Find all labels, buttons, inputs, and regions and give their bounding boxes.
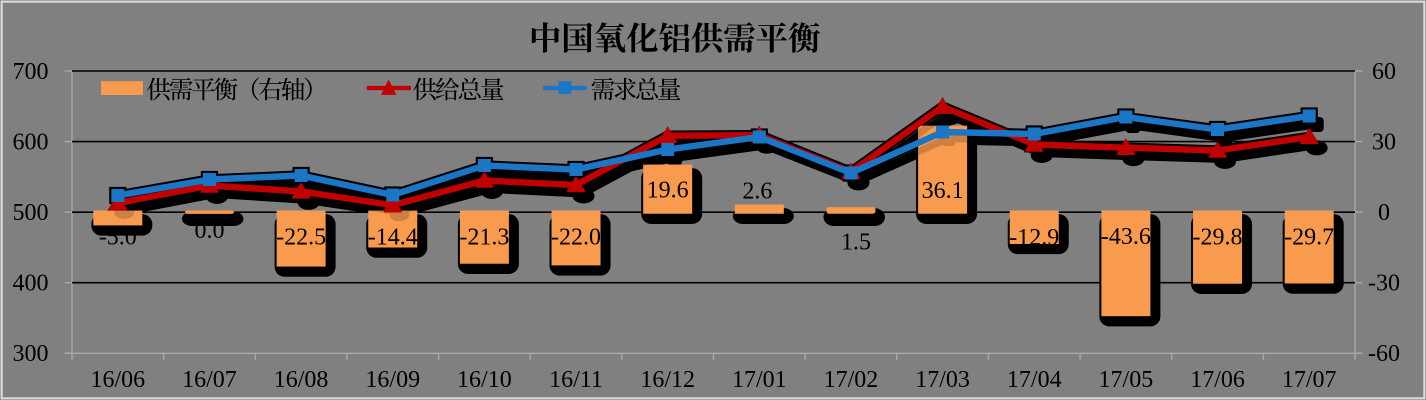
svg-text:19.6: 19.6 bbox=[647, 177, 689, 203]
svg-text:16/11: 16/11 bbox=[549, 367, 603, 393]
svg-text:400: 400 bbox=[13, 271, 49, 297]
svg-text:0: 0 bbox=[1378, 200, 1390, 226]
svg-text:16/06: 16/06 bbox=[90, 367, 145, 393]
svg-text:-29.7: -29.7 bbox=[1284, 224, 1334, 250]
svg-text:17/04: 17/04 bbox=[1007, 367, 1062, 393]
svg-text:1.5: 1.5 bbox=[841, 229, 871, 255]
svg-text:500: 500 bbox=[13, 200, 49, 226]
svg-text:16/08: 16/08 bbox=[274, 367, 329, 393]
svg-text:300: 300 bbox=[13, 341, 49, 367]
svg-text:-43.6: -43.6 bbox=[1101, 224, 1151, 250]
svg-text:17/06: 17/06 bbox=[1190, 367, 1245, 393]
svg-text:-21.3: -21.3 bbox=[459, 224, 509, 250]
svg-text:30: 30 bbox=[1372, 129, 1396, 155]
svg-text:-30: -30 bbox=[1368, 271, 1400, 297]
svg-text:17/03: 17/03 bbox=[915, 367, 970, 393]
svg-text:-22.0: -22.0 bbox=[551, 224, 601, 250]
svg-text:17/01: 17/01 bbox=[732, 367, 787, 393]
svg-text:-29.8: -29.8 bbox=[1193, 224, 1243, 250]
svg-text:-12.9: -12.9 bbox=[1009, 225, 1059, 251]
svg-text:2.6: 2.6 bbox=[742, 178, 772, 204]
svg-text:17/02: 17/02 bbox=[824, 367, 879, 393]
svg-text:-60: -60 bbox=[1368, 341, 1400, 367]
svg-text:36.1: 36.1 bbox=[922, 178, 964, 204]
svg-text:700: 700 bbox=[13, 59, 49, 85]
svg-text:17/05: 17/05 bbox=[1099, 367, 1154, 393]
svg-text:16/07: 16/07 bbox=[182, 367, 237, 393]
svg-text:-22.5: -22.5 bbox=[276, 224, 326, 250]
svg-text:600: 600 bbox=[13, 129, 49, 155]
svg-text:60: 60 bbox=[1372, 59, 1396, 85]
svg-text:16/10: 16/10 bbox=[457, 367, 512, 393]
svg-text:16/09: 16/09 bbox=[365, 367, 420, 393]
svg-text:-14.4: -14.4 bbox=[368, 224, 418, 250]
svg-text:17/07: 17/07 bbox=[1282, 367, 1337, 393]
svg-text:16/12: 16/12 bbox=[640, 367, 695, 393]
